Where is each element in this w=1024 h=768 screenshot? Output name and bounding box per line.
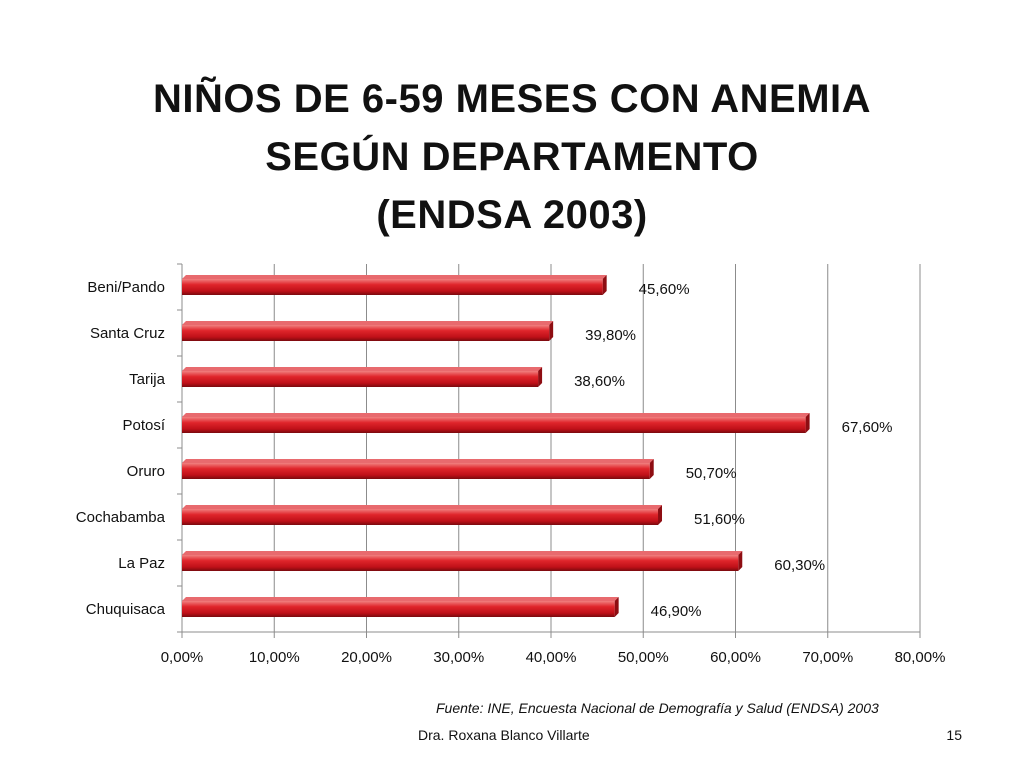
- bars: [182, 275, 810, 617]
- data-label: 45,60%: [639, 281, 690, 298]
- x-tick-label: 10,00%: [249, 649, 300, 666]
- x-tick-label: 80,00%: [895, 649, 946, 666]
- bar-side-face: [602, 275, 607, 295]
- bar: [182, 505, 663, 525]
- bar: [182, 275, 607, 295]
- bar-front-face: [182, 509, 659, 525]
- data-label: 38,60%: [574, 373, 625, 390]
- bar-front-face: [182, 371, 539, 387]
- axes: [177, 263, 921, 638]
- slide-title: NIÑOS DE 6-59 MESES CON ANEMIA SEGÚN DEP…: [0, 70, 1024, 244]
- bar-front-face: [182, 325, 550, 341]
- bar-front-face: [182, 555, 739, 571]
- x-tick-label: 40,00%: [526, 649, 577, 666]
- bar-front-face: [182, 279, 603, 295]
- bar: [182, 367, 543, 387]
- page-number: 15: [946, 727, 962, 743]
- bar-top-face: [182, 367, 543, 371]
- bar-front-face: [182, 417, 806, 433]
- category-label: Santa Cruz: [90, 325, 165, 342]
- x-tick-label: 50,00%: [618, 649, 669, 666]
- category-label: La Paz: [118, 555, 165, 572]
- x-tick-label: 60,00%: [710, 649, 761, 666]
- labels: 0,00% 10,00% 20,00% 30,00% 40,00% 50,00% 60,00…: [76, 279, 946, 666]
- category-label: Beni/Pando: [87, 279, 165, 296]
- source-note: Fuente: INE, Encuesta Nacional de Demogr…: [436, 700, 879, 716]
- bar-side-face: [658, 505, 663, 525]
- bar: [182, 413, 810, 433]
- data-label: 46,90%: [651, 603, 702, 620]
- category-label: Potosí: [122, 417, 165, 434]
- bar-top-face: [182, 459, 654, 463]
- data-label: 39,80%: [585, 327, 636, 344]
- data-label: 50,70%: [686, 465, 737, 482]
- author-name: Dra. Roxana Blanco Villarte: [418, 727, 590, 743]
- bar-front-face: [182, 463, 650, 479]
- bar-chart: 0,00% 10,00% 20,00% 30,00% 40,00% 50,00% 60,00…: [76, 263, 946, 666]
- category-label: Cochabamba: [76, 509, 166, 526]
- title-line-2: SEGÚN DEPARTAMENTO: [265, 135, 759, 179]
- category-label: Oruro: [127, 463, 165, 480]
- bar-side-face: [649, 459, 654, 479]
- bar-top-face: [182, 413, 810, 417]
- bar-side-face: [805, 413, 810, 433]
- gridlines: [273, 264, 921, 632]
- bar-top-face: [182, 275, 607, 279]
- x-tick-label: 20,00%: [341, 649, 392, 666]
- bar-top-face: [182, 597, 619, 601]
- bar-front-face: [182, 601, 615, 617]
- x-tick-label: 70,00%: [802, 649, 853, 666]
- bar-side-face: [614, 597, 619, 617]
- bar: [182, 551, 743, 571]
- bar-side-face: [538, 367, 543, 387]
- bar-side-face: [738, 551, 743, 571]
- data-label: 67,60%: [842, 419, 893, 436]
- title-line-1: NIÑOS DE 6-59 MESES CON ANEMIA: [152, 77, 872, 121]
- data-label: 60,30%: [774, 557, 825, 574]
- title-line-3: (ENDSA 2003): [376, 193, 648, 237]
- x-tick-label: 30,00%: [433, 649, 484, 666]
- bar-side-face: [549, 321, 554, 341]
- bar-top-face: [182, 505, 663, 509]
- bar: [182, 459, 654, 479]
- data-label: 51,60%: [694, 511, 745, 528]
- x-tick-label: 0,00%: [161, 649, 204, 666]
- category-label: Tarija: [129, 371, 166, 388]
- bar: [182, 321, 554, 341]
- category-label: Chuquisaca: [86, 601, 166, 618]
- bar-top-face: [182, 321, 554, 325]
- bar-top-face: [182, 551, 743, 555]
- bar: [182, 597, 619, 617]
